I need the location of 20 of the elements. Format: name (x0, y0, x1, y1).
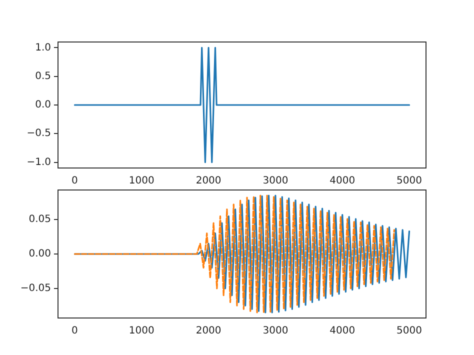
x-tick-label: 2000 (196, 176, 222, 187)
x-tick-label: 0 (72, 176, 78, 187)
y-tick-label: 0.0 (35, 100, 51, 111)
y-tick-label: −0.05 (20, 283, 51, 294)
x-tick-label: 5000 (396, 176, 422, 187)
x-tick-label: 1000 (128, 176, 154, 187)
y-tick-label: 1.0 (35, 42, 51, 54)
y-tick-label: −0.5 (26, 128, 51, 140)
x-tick-label: 3000 (262, 326, 288, 337)
x-tick-label: 5000 (396, 326, 422, 337)
x-tick-label: 0 (72, 326, 78, 337)
x-tick-label: 2000 (196, 326, 222, 337)
y-tick-label: 0.00 (28, 248, 51, 260)
y-tick-label: 0.05 (28, 214, 51, 226)
x-tick-label: 4000 (330, 176, 356, 187)
x-tick-label: 3000 (262, 176, 288, 187)
x-tick-label: 4000 (330, 326, 356, 337)
x-tick-label: 1000 (128, 326, 154, 337)
y-tick-label: −1.0 (26, 156, 51, 168)
y-tick-label: 0.5 (35, 70, 51, 82)
